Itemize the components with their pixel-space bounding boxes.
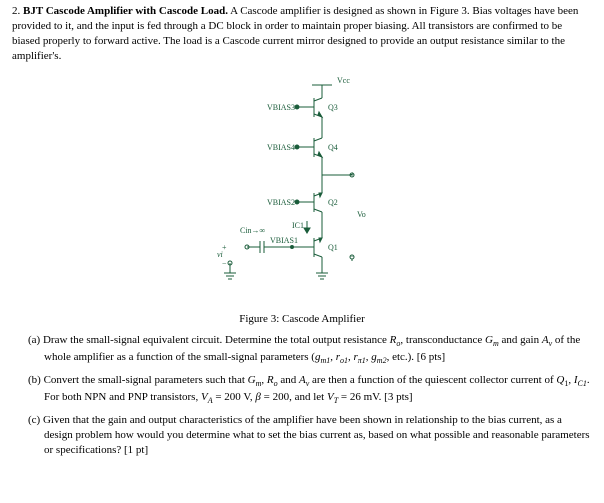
- svg-text:−: −: [222, 259, 227, 268]
- vbias3-label: VBIAS3: [267, 103, 295, 112]
- problem-header: 2. BJT Cascode Amplifier with Cascode Lo…: [12, 4, 592, 63]
- part-a-label: (a): [28, 334, 40, 346]
- vbias1-label: VBIAS1: [270, 236, 298, 245]
- figure-container: Vcc VBIAS3 Q3 VBIAS4 Q4 Vo +: [12, 73, 592, 327]
- part-b-label: (b): [28, 374, 41, 386]
- ic1-label: IC1: [292, 221, 304, 230]
- cin-label: Cin→∞: [240, 226, 266, 235]
- part-c-label: (c): [28, 414, 40, 426]
- q3-label: Q3: [328, 103, 338, 112]
- vbias4-label: VBIAS4: [267, 143, 295, 152]
- q1-label: Q1: [328, 243, 338, 252]
- problem-title: BJT Cascode Amplifier with Cascode Load.: [23, 5, 228, 17]
- q4-label: Q4: [328, 143, 338, 152]
- svg-text:+: +: [222, 243, 227, 252]
- part-b: (b) Convert the small-signal parameters …: [28, 373, 592, 407]
- vcc-label: Vcc: [337, 76, 350, 85]
- circuit-diagram: Vcc VBIAS3 Q3 VBIAS4 Q4 Vo +: [192, 73, 412, 303]
- problem-number: 2.: [12, 5, 20, 17]
- part-c-text: Given that the gain and output character…: [43, 414, 590, 456]
- vbias2-label: VBIAS2: [267, 198, 295, 207]
- part-c: (c) Given that the gain and output chara…: [28, 413, 592, 458]
- figure-caption: Figure 3: Cascode Amplifier: [12, 312, 592, 327]
- svg-text:+: +: [350, 170, 355, 179]
- part-a: (a) Draw the small-signal equivalent cir…: [28, 333, 592, 367]
- vo-label: Vo: [357, 210, 366, 219]
- q2-label: Q2: [328, 198, 338, 207]
